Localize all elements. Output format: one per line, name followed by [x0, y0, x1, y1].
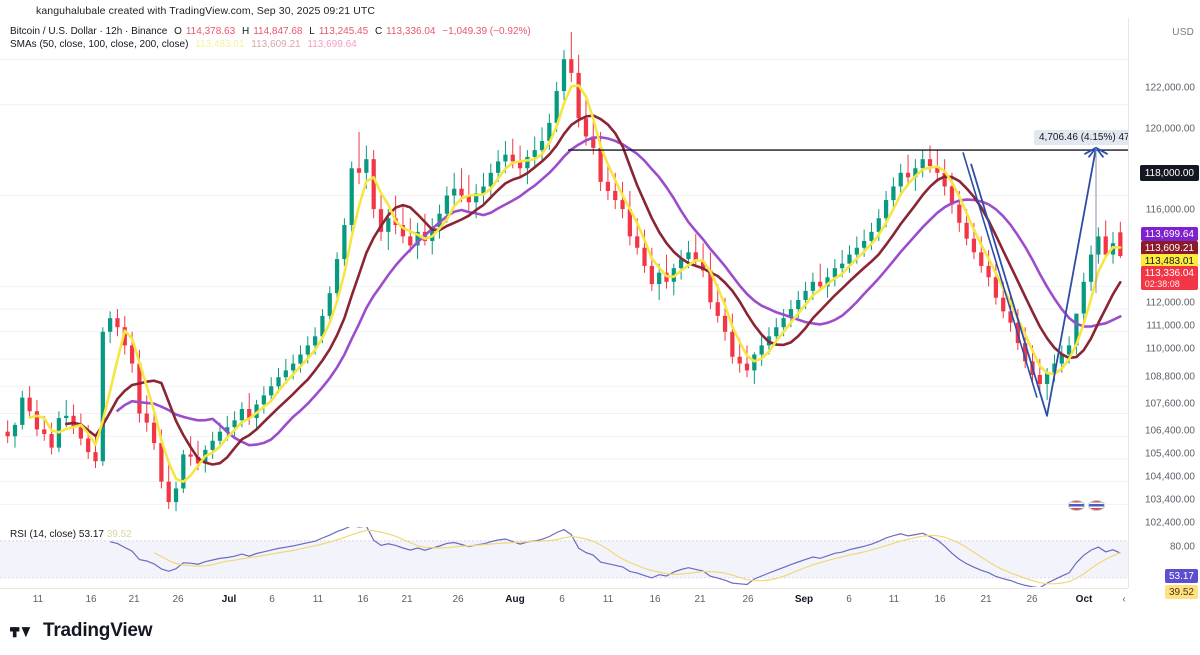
- price-tick: 104,400.00: [1144, 471, 1195, 483]
- candlestick-svg: [0, 32, 1128, 512]
- time-tick: Jul: [221, 594, 237, 605]
- low-value: 113,245.45: [318, 26, 369, 37]
- rsi-legend: RSI (14, close) 53.17 39.52: [10, 529, 132, 540]
- trend-lines: [962, 146, 1108, 417]
- price-chart-plot[interactable]: [0, 18, 1128, 523]
- time-tick: 6: [559, 594, 565, 605]
- tradingview-wordmark: TradingView: [43, 620, 153, 641]
- time-tick: 11: [312, 594, 324, 605]
- price-tick: 103,400.00: [1144, 494, 1195, 506]
- price-tick: 116,000.00: [1145, 204, 1195, 216]
- price-tick: 111,000.00: [1146, 320, 1195, 332]
- sma50-value: 113,483.01: [195, 39, 245, 50]
- rsi-title[interactable]: RSI (14, close): [10, 529, 77, 540]
- time-tick: 6: [846, 594, 852, 605]
- price-tick: 80.00: [1169, 541, 1195, 553]
- tradingview-logo[interactable]: TradingView: [10, 620, 153, 642]
- price-badge: 113,609.21: [1140, 241, 1198, 255]
- high-label: H: [241, 26, 250, 37]
- sma100-value: 113,609.21: [251, 39, 301, 50]
- price-tick: 120,000.00: [1144, 123, 1195, 135]
- sma200-value: 113,699.64: [307, 39, 357, 50]
- rsi-value: 53.17: [78, 529, 104, 540]
- open-value: 114,378.63: [185, 26, 236, 37]
- rsi-svg: [0, 527, 1128, 587]
- close-label: C: [374, 26, 383, 37]
- price-badge: 39.52: [1164, 585, 1198, 599]
- time-tick: 21: [980, 594, 992, 605]
- axis-currency-label: USD: [1172, 27, 1194, 38]
- price-tick: 105,400.00: [1144, 448, 1195, 460]
- price-tick: 110,000.00: [1145, 343, 1195, 355]
- time-tick: 26: [1026, 594, 1038, 605]
- time-tick: Sep: [794, 594, 814, 605]
- flag-icon: [1068, 500, 1085, 511]
- time-tick: 11: [32, 594, 44, 605]
- time-tick: Oct: [1075, 594, 1093, 605]
- price-tick: 107,600.00: [1144, 398, 1195, 410]
- high-value: 114,847.68: [253, 26, 303, 37]
- price-axis[interactable]: USD 122,000.00 120,000.00 116,000.00 112,00…: [1128, 18, 1200, 599]
- close-value: 113,336.04: [386, 26, 436, 37]
- time-tick: 11: [602, 594, 614, 605]
- price-tick: 108,800.00: [1144, 371, 1195, 383]
- measure-annotation: 4,706.46 (4.15%) 47: [1034, 130, 1135, 145]
- attribution-text: kanguhalubale created with TradingView.c…: [36, 5, 376, 17]
- price-tick: 102,400.00: [1144, 517, 1195, 529]
- countdown-text: 02:38:08: [1144, 278, 1180, 289]
- flag-badges: [1068, 500, 1105, 511]
- symbol-label[interactable]: Bitcoin / U.S. Dollar · 12h · Binance: [10, 26, 168, 37]
- time-tick: 6: [269, 594, 275, 605]
- tradingview-mark-icon: [10, 626, 31, 637]
- price-tick: 112,000.00: [1145, 297, 1195, 309]
- sma-title[interactable]: SMAs (50, close, 100, close, 200, close): [10, 39, 189, 50]
- time-tick: 21: [694, 594, 706, 605]
- time-tick: ‹: [1122, 594, 1126, 605]
- rsi-signal-value: 39.52: [106, 529, 132, 540]
- rsi-pane[interactable]: [0, 527, 1128, 587]
- time-tick: Aug: [505, 594, 525, 605]
- price-tick: 122,000.00: [1144, 82, 1195, 94]
- price-tick: 106,400.00: [1144, 425, 1195, 437]
- low-label: L: [309, 26, 315, 37]
- price-badge: 113,699.64: [1140, 227, 1198, 241]
- open-label: O: [174, 26, 182, 37]
- time-tick: 16: [649, 594, 661, 605]
- price-badge: 118,000.00: [1139, 165, 1199, 181]
- time-tick: 16: [357, 594, 369, 605]
- time-tick: 21: [128, 594, 140, 605]
- legend-sma-row: SMAs (50, close, 100, close, 200, close)…: [10, 38, 535, 51]
- time-tick: 16: [85, 594, 97, 605]
- time-axis[interactable]: 11 16 21 26 Jul 6 11 16 21 26 Aug 6 11 16 21 26 Sep 6 11 16…: [0, 588, 1128, 612]
- time-tick: 16: [934, 594, 946, 605]
- price-badge: 113,336.04 02:38:08: [1140, 266, 1198, 290]
- time-tick: 11: [888, 594, 900, 605]
- time-tick: 26: [742, 594, 754, 605]
- time-tick: 26: [452, 594, 464, 605]
- price-badge: 113,483.01: [1140, 254, 1198, 268]
- price-badge: 53.17: [1164, 569, 1198, 583]
- change-value: −1,049.39 (−0.92%): [442, 26, 531, 37]
- time-tick: 26: [172, 594, 184, 605]
- time-tick: 21: [401, 594, 413, 605]
- flag-icon: [1088, 500, 1105, 511]
